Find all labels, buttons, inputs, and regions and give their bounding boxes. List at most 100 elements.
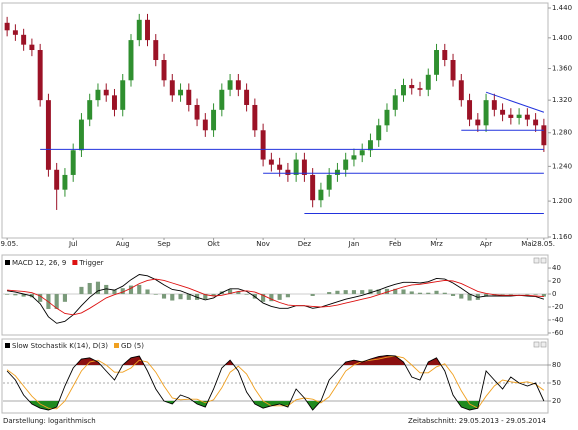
histogram-bar [525, 294, 530, 295]
macd-line [7, 278, 544, 316]
histogram-bar [467, 294, 472, 301]
candle-body [45, 100, 51, 170]
y-tick-label: 20 [552, 277, 561, 285]
histogram-bar [368, 289, 373, 295]
histogram-bar [137, 284, 142, 295]
candle-body [29, 44, 35, 51]
y-tick-label: 1.360 [552, 65, 572, 73]
histogram-bar [384, 288, 390, 295]
x-tick-label: Feb [389, 240, 402, 248]
x-tick-label: Jul [68, 240, 78, 248]
histogram-bar [442, 292, 447, 295]
histogram-bar [228, 289, 233, 295]
candle-body [112, 95, 117, 110]
legend-label: MACD 12, 26, 9 [12, 259, 66, 267]
y-tick-label: 1.280 [552, 129, 572, 137]
y-tick-label: 0 [552, 290, 556, 298]
histogram-bar [285, 294, 290, 298]
candle-body [252, 104, 258, 131]
candle-body [136, 19, 142, 41]
candle-body [483, 100, 489, 126]
x-tick-label: Jan [348, 240, 360, 248]
x-tick-label: Aug [116, 240, 130, 248]
candle-body [202, 119, 208, 131]
candle-body [54, 169, 60, 190]
candle-body [285, 169, 291, 175]
candle-body [392, 95, 398, 110]
legend-swatch [5, 260, 10, 265]
candle-body [87, 100, 93, 120]
candle-body [103, 89, 109, 96]
histogram-bar [79, 286, 84, 295]
candle-body [186, 89, 192, 105]
histogram-bar [13, 294, 18, 296]
histogram-bar [95, 281, 101, 295]
footer-right: Zeitabschnitt: 29.05.2013 - 29.05.2014 [408, 417, 547, 425]
legend-swatch [114, 343, 119, 348]
histogram-bar [269, 294, 274, 302]
histogram-bar [186, 294, 191, 300]
candle-body [145, 19, 150, 41]
candle-body [277, 164, 283, 170]
histogram-bar [244, 294, 249, 295]
candle-body [541, 125, 547, 146]
candle-body [70, 150, 76, 175]
histogram-bar [417, 292, 423, 295]
candle-body [475, 119, 481, 126]
histogram-bar [450, 294, 456, 296]
candle-body [95, 89, 101, 101]
histogram-bar [104, 284, 109, 295]
candle-body [268, 159, 274, 165]
candle-body [417, 88, 423, 90]
histogram-bar [203, 294, 208, 300]
histogram-bar [211, 294, 216, 296]
candle-body [227, 80, 233, 90]
histogram-bar [277, 294, 282, 300]
y-tick-label: 50 [552, 379, 561, 387]
candle-body [500, 109, 506, 115]
candle-body [467, 100, 473, 120]
candle-body [235, 80, 241, 90]
histogram-bar [5, 294, 10, 295]
histogram-bar [178, 294, 183, 300]
candle-body [153, 40, 159, 61]
histogram-bar [484, 294, 489, 297]
icon[interactable] [540, 341, 547, 348]
histogram-bar [112, 289, 117, 295]
stochastic-line [6, 354, 545, 411]
icon[interactable] [533, 341, 540, 348]
candle-body [516, 114, 522, 118]
candle-body [384, 109, 390, 126]
x-tick-label: 28.05. [533, 240, 555, 248]
y-tick-label: 80 [552, 361, 561, 369]
histogram-bar [401, 289, 406, 295]
candle-body [491, 100, 497, 110]
histogram-bar [376, 289, 381, 295]
candle-body [37, 50, 43, 101]
x-tick-label: Mai [521, 240, 533, 248]
candle-body [376, 125, 382, 141]
candle-body [425, 74, 431, 90]
y-tick-label: -20 [552, 303, 563, 311]
candle-body [194, 104, 200, 120]
histogram-bar [87, 282, 92, 295]
candle-body [409, 85, 415, 89]
icon[interactable] [540, 257, 547, 264]
trend-line [485, 91, 545, 113]
candle-body [211, 109, 217, 131]
histogram-bar [508, 294, 513, 295]
x-tick-label: Sep [157, 240, 171, 248]
icon[interactable] [533, 257, 540, 264]
candle-body [343, 159, 349, 170]
y-tick-label: 1.440 [552, 4, 572, 12]
histogram-bar [327, 292, 332, 295]
panel-icons [533, 257, 547, 348]
candle-body [219, 89, 225, 110]
macd-panel [1, 254, 549, 336]
y-tick-label: 1.200 [552, 197, 572, 205]
histogram-bar [351, 290, 357, 295]
oversold-fill [7, 401, 544, 410]
histogram-bar [128, 285, 134, 295]
histogram-bar [500, 294, 505, 295]
price-panel [1, 2, 549, 239]
